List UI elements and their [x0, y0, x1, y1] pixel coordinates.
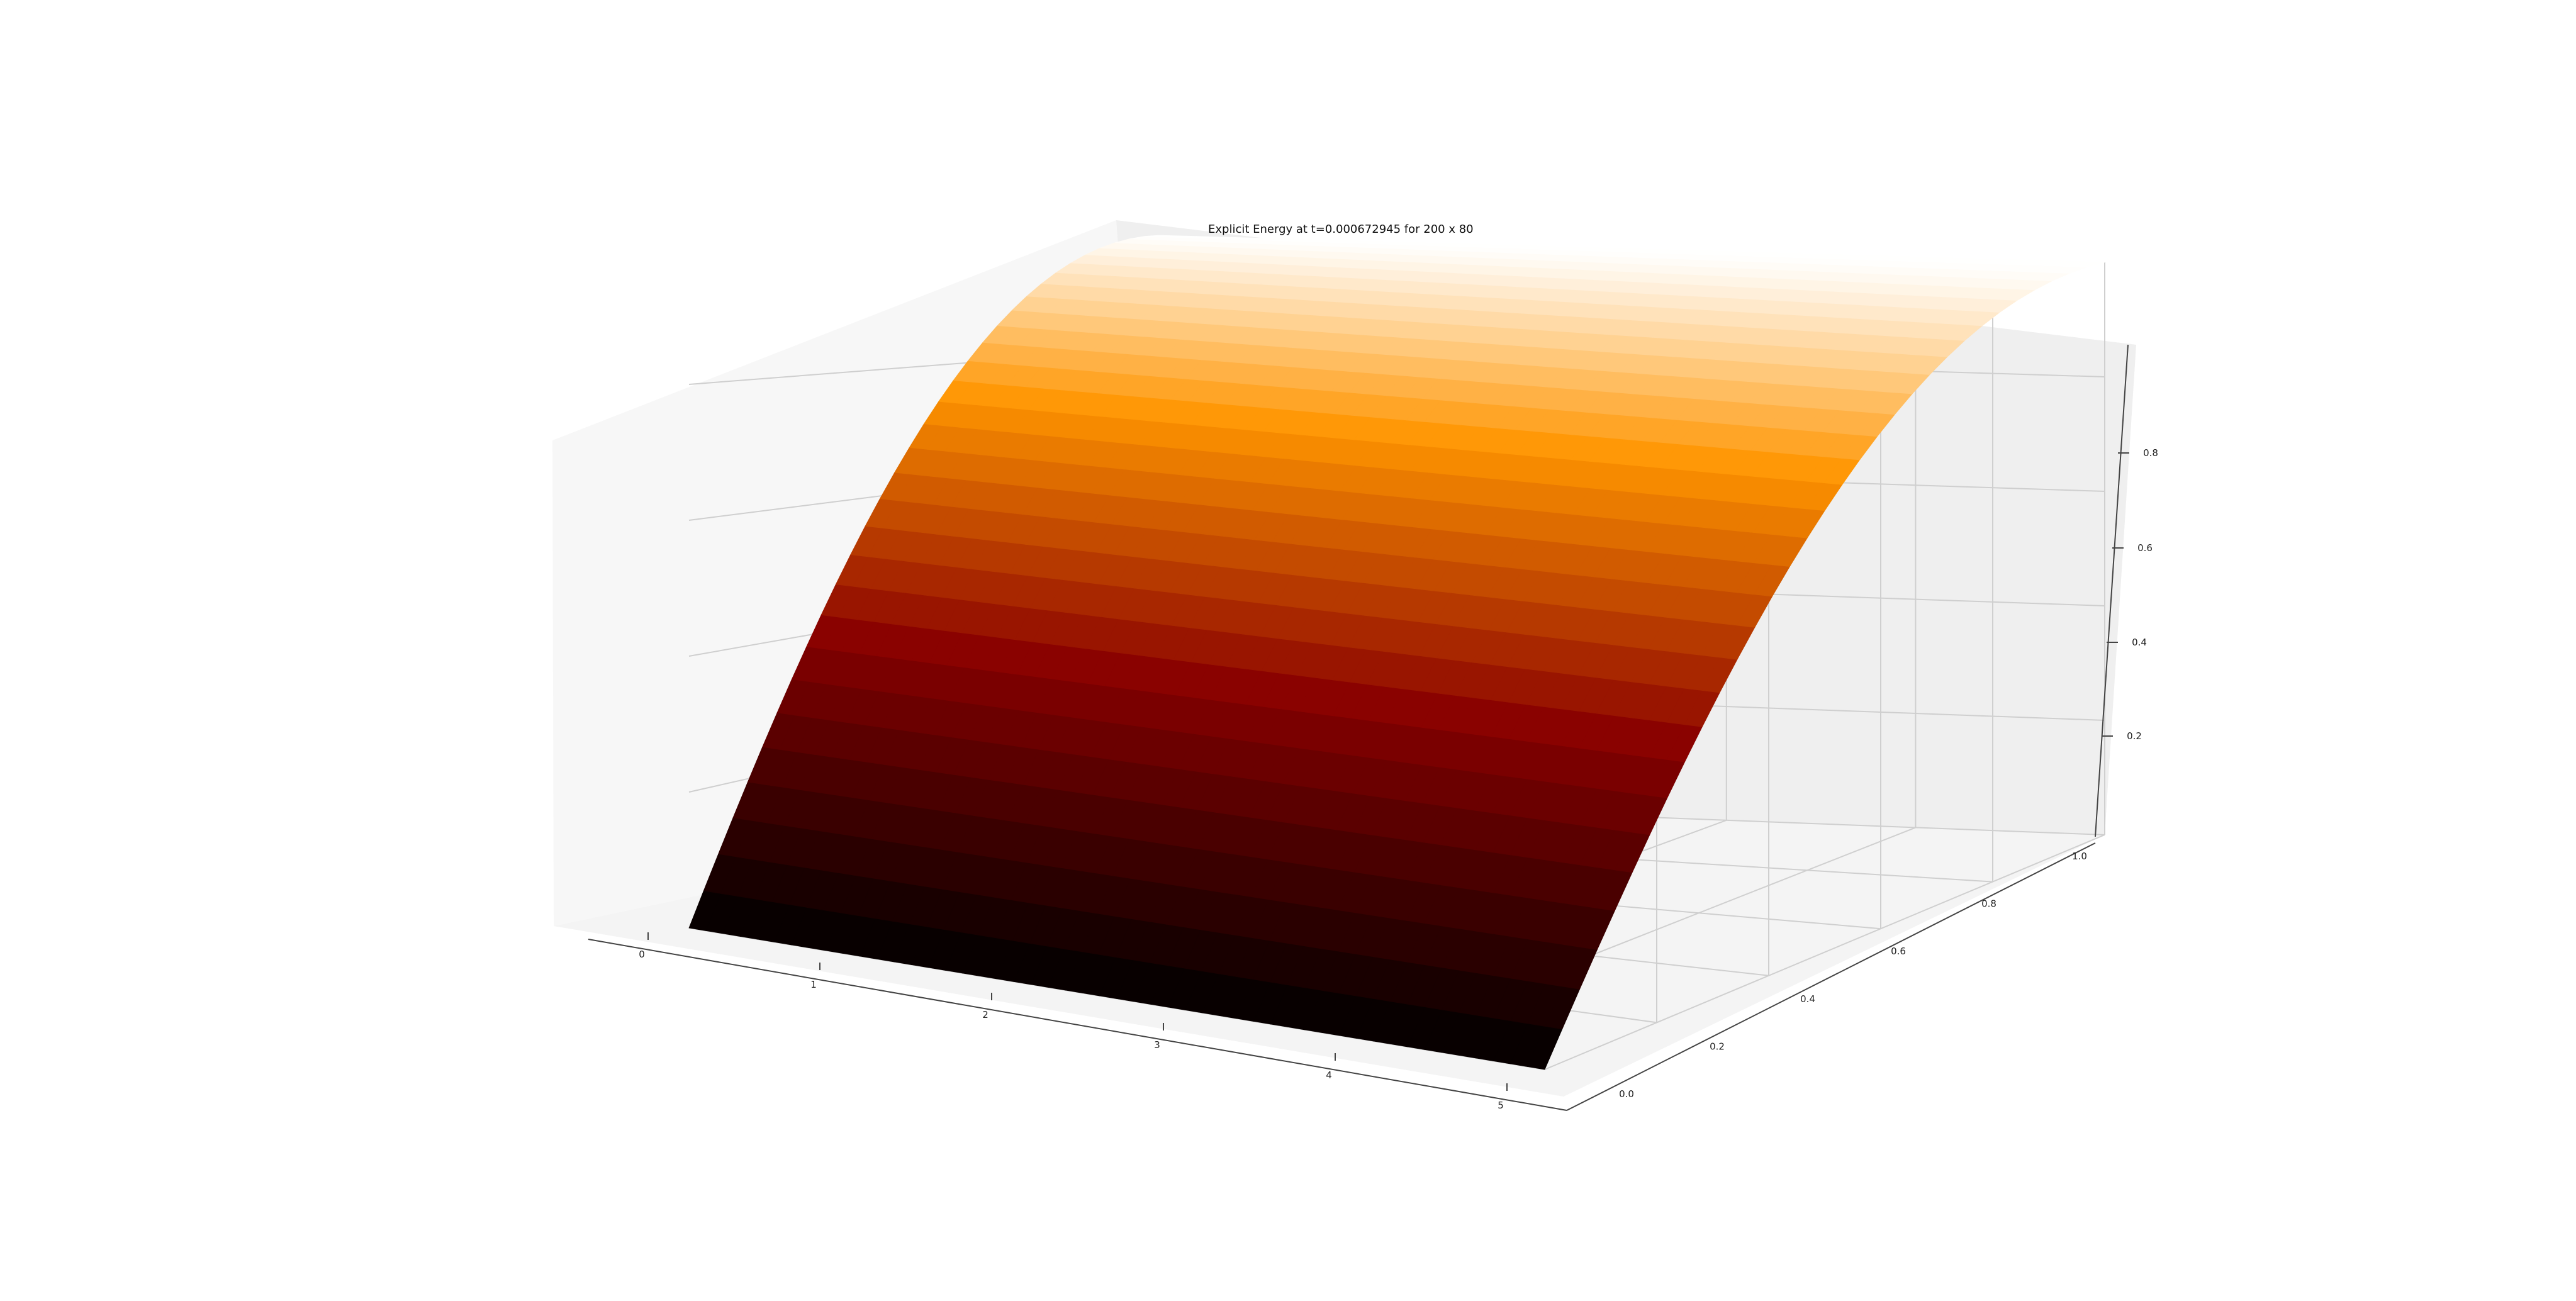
x-tick-label: 2 — [982, 1009, 988, 1020]
y-axis-line — [1566, 842, 2096, 1111]
chart-title: Explicit Energy at t=0.000672945 for 200… — [1208, 223, 1474, 236]
surface-patch — [2068, 261, 2105, 268]
x-axis-ticks: 0 1 2 3 4 5 — [639, 932, 1508, 1111]
x-tick-label: 3 — [1154, 1039, 1160, 1051]
y-tick-label: 0.4 — [1800, 993, 1815, 1005]
z-axis-line — [2095, 344, 2129, 837]
x-tick-label: 1 — [810, 979, 817, 990]
x-tick-label: 4 — [1326, 1069, 1332, 1081]
z-tick-label: 0.8 — [2143, 447, 2158, 459]
y-tick-label: 0.8 — [1981, 898, 1996, 910]
z-tick-label: 0.6 — [2137, 542, 2153, 554]
y-axis-ticks: 0.0 0.2 0.4 0.6 0.8 1.0 — [1619, 851, 2087, 1100]
z-tick-label: 0.2 — [2127, 730, 2142, 742]
x-tick-label: 5 — [1498, 1100, 1504, 1111]
y-tick-label: 0.2 — [1710, 1041, 1725, 1052]
y-tick-label: 1.0 — [2072, 851, 2087, 862]
y-tick-label: 0.0 — [1619, 1088, 1634, 1100]
axis-lines — [588, 344, 2129, 1111]
z-axis-ticks: 0.2 0.4 0.6 0.8 — [2102, 447, 2158, 742]
y-tick-label: 0.6 — [1891, 946, 1906, 957]
x-tick-label: 0 — [639, 949, 645, 960]
grid-line-x-floor — [1544, 834, 2105, 1070]
surface — [688, 235, 2105, 1070]
z-tick-label: 0.4 — [2132, 637, 2147, 648]
x-axis-line — [588, 939, 1567, 1111]
